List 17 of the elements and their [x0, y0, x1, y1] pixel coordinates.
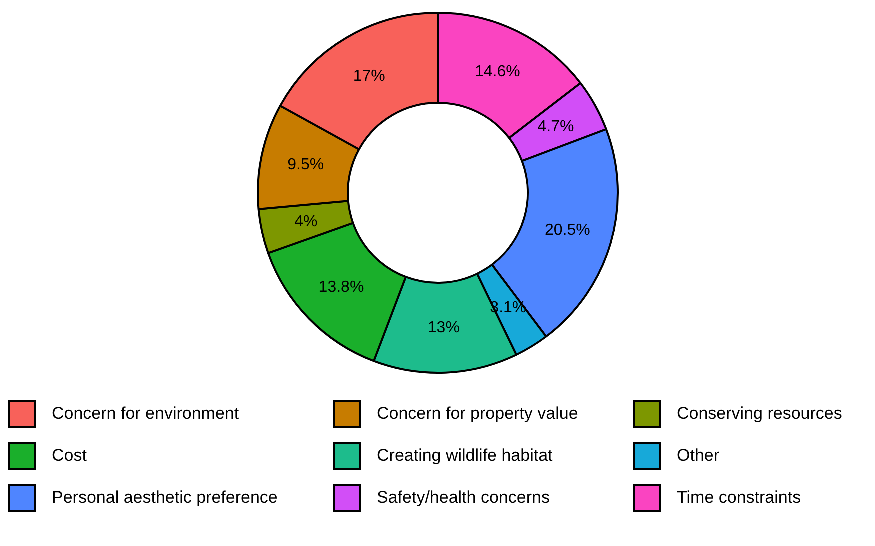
legend-label: Conserving resources	[677, 404, 842, 424]
data-label: 20.5%	[544, 222, 590, 239]
legend-label: Cost	[52, 446, 87, 466]
data-label: 13%	[428, 319, 460, 336]
data-label: 13.8%	[318, 278, 364, 296]
legend-label: Concern for environment	[52, 404, 240, 424]
data-label: 17%	[353, 68, 386, 86]
data-label: 14.6%	[474, 63, 520, 80]
legend-label: Concern for property value	[377, 404, 578, 424]
legend-label: Other	[677, 446, 720, 466]
legend-label: Creating wildlife habitat	[377, 446, 553, 466]
legend-label: Time constraints	[677, 488, 802, 508]
data-label: 4.7%	[538, 118, 574, 136]
legend-label: Personal aesthetic preference	[52, 488, 278, 508]
data-label: 9.5%	[288, 156, 324, 174]
data-label: 4%	[294, 213, 318, 230]
legend-label: Safety/health concerns	[377, 488, 550, 508]
